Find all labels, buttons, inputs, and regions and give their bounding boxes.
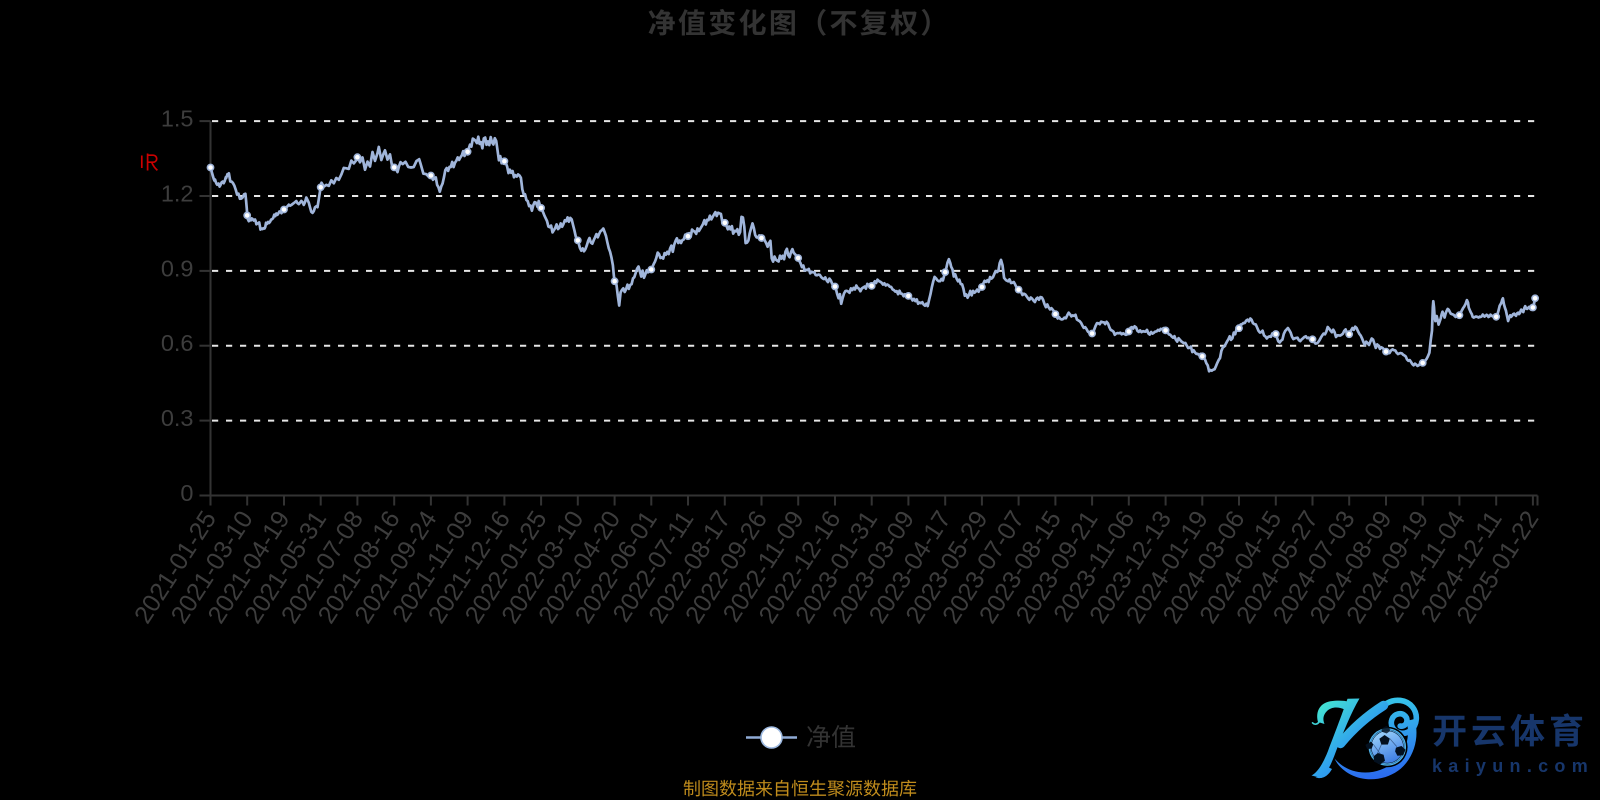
svg-text:0.3: 0.3 (161, 405, 194, 431)
svg-text:0: 0 (180, 480, 193, 506)
svg-text:1.2: 1.2 (161, 181, 194, 207)
svg-text:0.6: 0.6 (161, 330, 194, 356)
svg-text:1.5: 1.5 (161, 106, 194, 132)
svg-text:0.9: 0.9 (161, 255, 194, 281)
svg-text:kaiyun.com: kaiyun.com (1432, 756, 1594, 776)
